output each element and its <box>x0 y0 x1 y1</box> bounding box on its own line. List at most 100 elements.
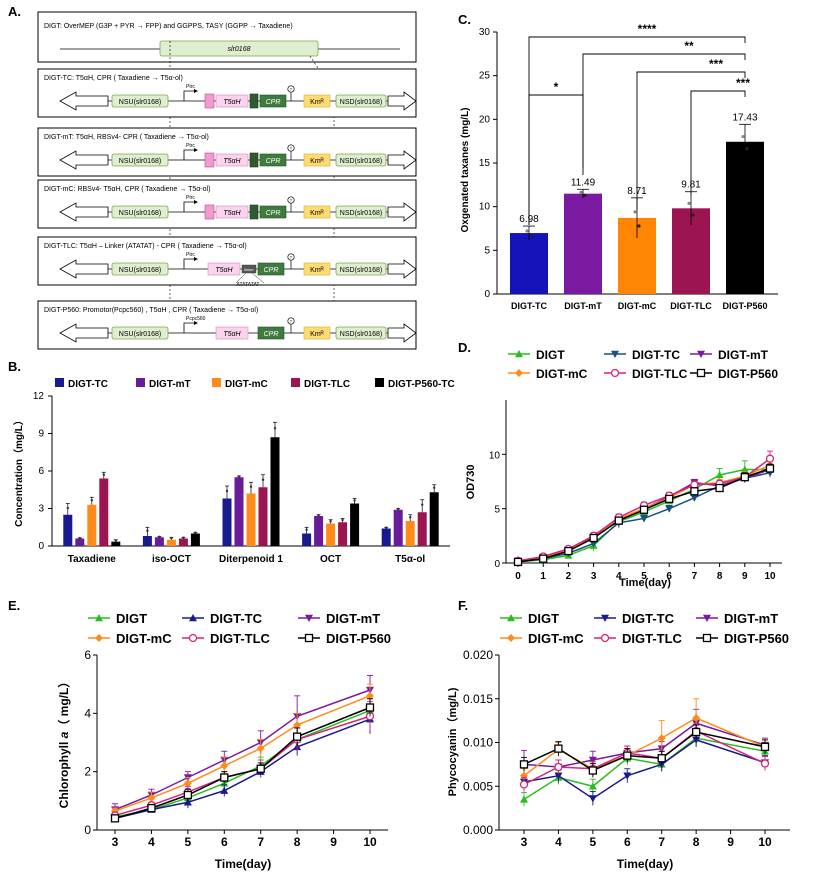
p560-t5ah-block <box>215 326 249 340</box>
tlc-cpr-label: CPR <box>264 267 279 274</box>
point-digt-p560-6 <box>665 494 674 504</box>
y-tick-label-20: 20 <box>479 114 491 125</box>
mt-nsd-label: NSD(slr0168) <box>340 158 382 165</box>
mc-rbs2 <box>249 204 259 220</box>
panel-letter-f: F. <box>458 598 468 613</box>
legend-label-digt-mt: DIGT-mT <box>326 611 380 626</box>
datapoint-digt-mt-diterpenoid-1 <box>237 475 241 478</box>
mt-terminator-icon <box>287 144 295 152</box>
p560-box <box>37 300 417 350</box>
y-tick-label-0: 0 <box>38 541 44 552</box>
tlc-linker-block <box>241 264 257 274</box>
legend-label-digt-mc: DIGT-mC <box>536 367 588 381</box>
point-digt-p560-4 <box>147 803 156 813</box>
mc-promoter-head <box>194 200 198 204</box>
y-tick-label-0.000: 0.000 <box>463 823 493 837</box>
legend-label-digt: DIGT <box>536 348 565 362</box>
datapoint-digt-tlc-t5-ol <box>421 503 424 506</box>
data-label-digt-mt: 11.49 <box>571 177 596 188</box>
mc-box <box>37 179 417 229</box>
datapoint-digt-mc-t5-ol <box>409 516 412 519</box>
datapoint-digt-tc-2 <box>529 234 533 238</box>
legend-marker-digt-mc <box>515 369 523 377</box>
datapoint-digt-p560-tc-taxadiene <box>114 539 118 542</box>
point-digt-tc-5 <box>640 515 648 523</box>
series-line-digt <box>114 709 371 818</box>
bar-digt-p560-tc-diterpenoid-1 <box>270 437 280 546</box>
x-tick-label-iso-oct: iso-OCT <box>152 554 191 565</box>
legend-label-digt-tlc: DIGT-TLC <box>210 631 271 646</box>
x-tick-label-8: 8 <box>717 571 723 582</box>
y-tick-label-25: 25 <box>479 71 491 82</box>
point-digt-p560-6 <box>623 751 632 760</box>
tc-left-arrow <box>59 91 109 111</box>
legend-marker-digt-tc <box>189 614 197 622</box>
legend-marker-digt-tc <box>601 614 609 622</box>
bar-digt-mc-taxadiene <box>87 504 97 546</box>
point-digt-tlc-3 <box>519 780 529 789</box>
tlc-nsu-label: NSU(slr0168) <box>119 267 161 274</box>
tc-km-block <box>303 94 331 108</box>
mt-promoter-label: Ptrc <box>186 143 195 149</box>
x-tick-label-9: 9 <box>330 835 337 849</box>
p560-right-arrow <box>387 323 417 343</box>
legend-label-digt-mc: DIGT-mC <box>528 631 584 646</box>
point-digt-p560-7 <box>657 754 666 763</box>
y-tick-label-0.015: 0.015 <box>463 692 493 706</box>
x-tick-label-9: 9 <box>727 835 734 849</box>
datapoint-digt-tc-diterpenoid-1 <box>225 489 229 493</box>
tc-nsu-block <box>111 94 169 108</box>
bar-digt-tlc-taxadiene <box>99 478 109 546</box>
x-tick-label-digt-mt: DIGT-mT <box>564 301 602 311</box>
tc-box <box>37 68 417 118</box>
tlc-terminator-icon <box>287 253 295 261</box>
point-digt-p560-8 <box>691 727 701 737</box>
x-tick-label-0: 0 <box>515 571 521 582</box>
legend-swatch-digt-tlc <box>291 378 300 387</box>
legend-label-digt-p560: DIGT-P560 <box>724 631 789 646</box>
point-digt-p560-8 <box>715 483 724 493</box>
x-tick-label-9: 9 <box>742 571 748 582</box>
datapoint-digt-mc-diterpenoid-1 <box>249 485 253 488</box>
tc-nsd-label: NSD(slr0168) <box>340 99 382 106</box>
chart-d-ylabel: OD730 <box>465 465 477 500</box>
bar-digt-p560-tc-taxadiene <box>111 541 121 546</box>
panel-letter-a: A. <box>8 4 21 19</box>
chart-f-ylabel: Phycocyanin（mg/L) <box>446 687 459 796</box>
sig-bracket-2 <box>582 53 746 168</box>
datapoint-digt-tlc-oct <box>341 518 344 522</box>
datapoint-digt-tc-iso-oct <box>146 529 149 532</box>
bar-digt-mc-diterpenoid-1 <box>246 493 256 546</box>
x-tick-label-4: 4 <box>148 835 155 849</box>
point-digt-tc-5 <box>183 798 192 806</box>
tc-terminator-icon <box>287 85 295 93</box>
p560-nsu-block <box>111 326 169 340</box>
point-digt-tc-8 <box>692 736 701 744</box>
tc-rbs2 <box>249 93 259 109</box>
bar-digt-mc-oct <box>326 523 336 546</box>
mc-nsu-block <box>111 205 169 219</box>
x-tick-label-10: 10 <box>758 835 772 849</box>
x-tick-label-t5-ol: T5α-ol <box>395 554 425 565</box>
x-tick-label-6: 6 <box>624 835 631 849</box>
x-tick-label-digt-p560: DIGT-P560 <box>722 301 767 311</box>
datapoint-digt-mc-oct <box>329 520 332 523</box>
sig-label-3: *** <box>709 57 723 71</box>
y-tick-label-4: 4 <box>84 706 91 720</box>
point-digt-tc-4 <box>554 772 563 780</box>
datapoint-digt-p560-tc-iso-oct <box>194 531 197 534</box>
point-digt-tlc-10 <box>765 454 775 463</box>
datapoint-digt-p560-2 <box>745 147 749 151</box>
mc-nsd-block <box>335 205 387 219</box>
tc-rbs1 <box>204 93 215 109</box>
tlc-box <box>37 236 417 286</box>
mt-rbs1 <box>204 152 215 168</box>
x-tick-label-7: 7 <box>692 571 698 582</box>
legend-label-digt-mt: DIGT-mT <box>149 379 191 390</box>
tlc-promoter-label: Ptrc <box>186 252 195 258</box>
bar-digt-tc-diterpenoid-1 <box>222 498 232 546</box>
p560-cpr-block <box>257 326 285 340</box>
point-digt-tc-6 <box>623 772 632 780</box>
point-digt-mc-4 <box>147 793 156 802</box>
datapoint-digt-p560-tc-diterpenoid-1 <box>273 427 277 430</box>
